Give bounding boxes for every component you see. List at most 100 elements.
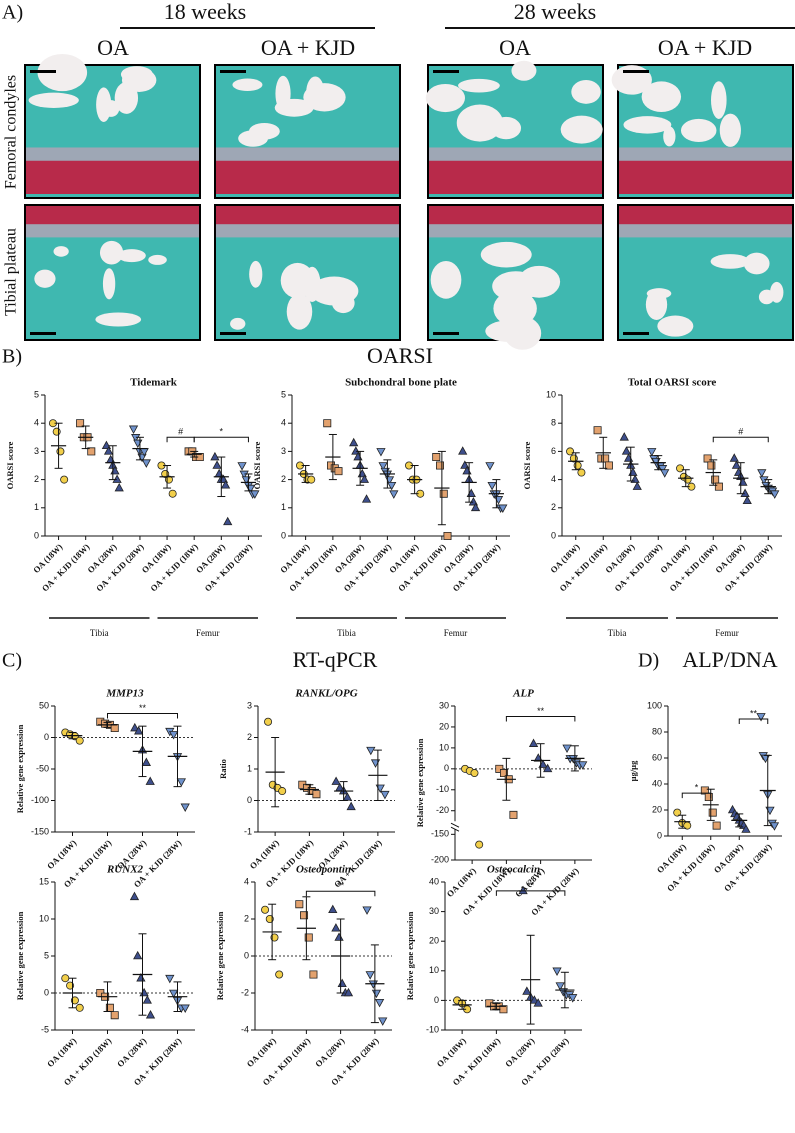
data-point (295, 900, 304, 909)
scale-bar (433, 332, 459, 335)
data-point (361, 494, 372, 503)
data-point (704, 793, 713, 801)
data-point (75, 1003, 84, 1012)
significance-label: ** (337, 881, 345, 891)
marrow-space (480, 241, 532, 268)
y-tick-label: -1 (244, 826, 252, 836)
y-axis-label: Relative gene expression (415, 738, 425, 827)
marrow-space (560, 115, 603, 144)
y-tick-label: 3 (247, 700, 252, 710)
data-point (759, 476, 769, 485)
significance-label: # (738, 427, 743, 437)
scale-bar (30, 332, 56, 335)
y-tick-label: 0 (44, 732, 49, 742)
marrow-space (95, 312, 142, 327)
y-tick-label: 3 (281, 446, 286, 456)
y-tick-label: 6 (551, 446, 556, 456)
marrow-space (275, 75, 291, 112)
data-point (129, 891, 140, 901)
data-point (309, 970, 318, 979)
x-tick-label: OA + KJD (18W) (287, 542, 339, 594)
data-point (623, 453, 634, 462)
data-point (128, 425, 139, 434)
cartilage-band (619, 206, 792, 225)
y-tick-label: 100 (647, 700, 662, 710)
data-point (264, 717, 273, 726)
chart-title: MMP13 (105, 688, 144, 700)
data-point (165, 974, 175, 984)
marrow-space (286, 293, 313, 330)
y-tick-label: 2 (551, 502, 556, 512)
data-point (131, 434, 141, 443)
y-axis-label: OARSI score (252, 441, 262, 489)
group-label: Tibia (90, 628, 109, 638)
x-tick-label: OA (18W) (245, 1036, 278, 1069)
y-tick-label: 4 (281, 418, 286, 428)
data-point (300, 911, 309, 920)
data-point (509, 810, 518, 819)
significance-bracket (681, 792, 712, 799)
y-tick-label: 10 (39, 913, 49, 923)
y-tick-label: 0 (551, 530, 556, 540)
y-tick-label: -5 (41, 1024, 49, 1034)
marrow-space (492, 271, 540, 302)
data-point (134, 726, 144, 735)
marrow-space (303, 83, 346, 112)
x-tick-label: OA (28W) (115, 1036, 148, 1069)
significance-label: ** (527, 880, 535, 890)
significance-label: # (178, 427, 183, 437)
y-tick-label: 10 (429, 965, 439, 975)
data-point (676, 464, 685, 473)
y-tick-label: -20 (436, 805, 449, 815)
data-point (337, 978, 347, 988)
data-point (60, 475, 69, 484)
data-point (343, 987, 354, 997)
data-point (466, 488, 476, 497)
significance-label: ** (139, 703, 147, 713)
data-point (334, 467, 343, 476)
marrow-space (663, 126, 676, 147)
marrow-space (53, 246, 69, 257)
marrow-space (719, 113, 741, 147)
data-point (487, 481, 497, 491)
marrow-space (425, 83, 466, 113)
y-tick-label: 4 (244, 876, 249, 886)
data-point (619, 432, 629, 441)
group-label: Femur (715, 628, 739, 638)
data-point (436, 461, 445, 470)
significance-bracket (193, 436, 249, 443)
y-tick-label: 20 (652, 804, 662, 814)
significance-label: * (695, 782, 699, 792)
data-point (250, 490, 260, 499)
data-point (714, 482, 723, 491)
marrow-space (230, 317, 246, 330)
scale-bar (623, 332, 649, 335)
column-label: OA (499, 35, 531, 60)
y-axis-label: Relative gene expression (15, 911, 25, 1000)
marrow-space (711, 81, 727, 119)
data-point (533, 998, 543, 1007)
data-point (432, 453, 441, 462)
cartilage-band (216, 206, 399, 225)
data-point (141, 757, 151, 766)
data-point (729, 453, 739, 462)
significance-label: ** (537, 706, 545, 716)
data-point (593, 426, 602, 435)
data-point (416, 489, 425, 498)
marrow-space (117, 249, 146, 263)
x-tick-label: OA + KJD (28W) (722, 542, 774, 594)
data-point (562, 744, 572, 754)
marrow-space (758, 289, 775, 305)
data-point (770, 490, 780, 499)
y-tick-label: 0 (244, 950, 249, 960)
data-point (518, 885, 528, 895)
row-label: Tibial plateau (3, 228, 20, 316)
data-point (380, 790, 390, 800)
data-point (628, 467, 638, 476)
marrow-space (657, 315, 694, 337)
data-point (210, 451, 220, 461)
data-point (212, 460, 222, 469)
data-point (112, 474, 122, 483)
marrow-space (249, 260, 263, 288)
significance-bracket (107, 713, 178, 719)
